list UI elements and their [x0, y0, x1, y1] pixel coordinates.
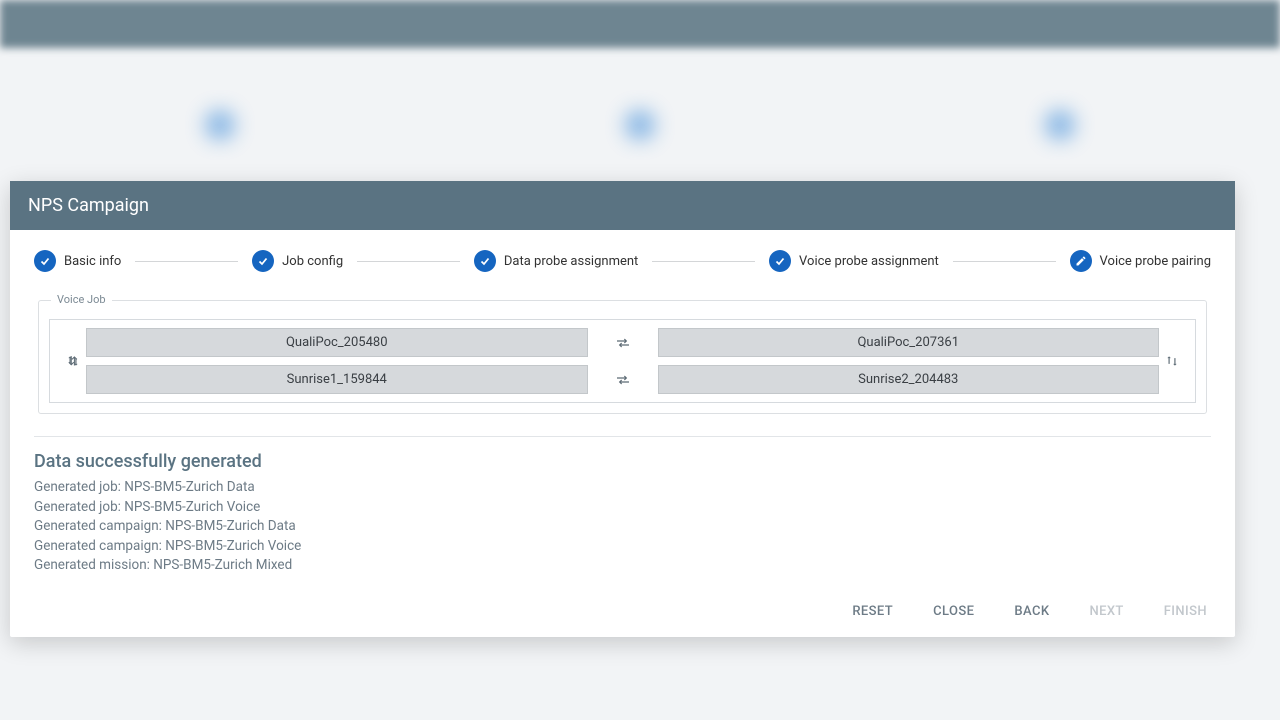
next-button: NEXT: [1089, 604, 1123, 619]
result-block: Data successfully generated Generated jo…: [34, 451, 1211, 576]
result-line: Generated job: NPS-BM5-Zurich Data: [34, 478, 1211, 498]
step-voice-probe-pairing[interactable]: Voice probe pairing: [1070, 250, 1211, 272]
panel-legend: Voice Job: [51, 293, 112, 306]
step-connector: [652, 261, 755, 262]
background-cards: [10, 90, 1270, 160]
background-topbar: [0, 0, 1280, 48]
check-icon: [474, 250, 496, 272]
divider: [34, 436, 1211, 437]
voice-job-panel: Voice Job QualiPoc_205480 Sunrise1_15984…: [38, 300, 1207, 414]
step-data-probe[interactable]: Data probe assignment: [474, 250, 638, 272]
result-line: Generated job: NPS-BM5-Zurich Voice: [34, 498, 1211, 518]
sort-handle-left[interactable]: [60, 328, 86, 394]
step-connector: [953, 261, 1056, 262]
pair-row: QualiPoc_205480 Sunrise1_159844 QualiPoc…: [60, 328, 1185, 394]
modal-title: NPS Campaign: [10, 181, 1235, 230]
check-icon: [252, 250, 274, 272]
edit-icon: [1070, 250, 1092, 272]
check-icon: [34, 250, 56, 272]
reset-button[interactable]: RESET: [852, 604, 893, 619]
action-bar: RESET CLOSE BACK NEXT FINISH: [10, 588, 1235, 637]
swap-icon[interactable]: [588, 374, 658, 386]
step-label: Basic info: [64, 254, 121, 269]
step-job-config[interactable]: Job config: [252, 250, 343, 272]
result-line: Generated mission: NPS-BM5-Zurich Mixed: [34, 556, 1211, 576]
probe-right[interactable]: Sunrise2_204483: [658, 365, 1160, 394]
result-line: Generated campaign: NPS-BM5-Zurich Data: [34, 517, 1211, 537]
probe-right[interactable]: QualiPoc_207361: [658, 328, 1160, 357]
step-voice-probe-assignment[interactable]: Voice probe assignment: [769, 250, 939, 272]
step-connector: [135, 261, 238, 262]
step-label: Voice probe pairing: [1100, 254, 1211, 269]
back-button[interactable]: BACK: [1014, 604, 1049, 619]
campaign-modal: NPS Campaign Basic info Job config: [10, 181, 1235, 637]
result-title: Data successfully generated: [34, 451, 1211, 472]
step-label: Data probe assignment: [504, 254, 638, 269]
finish-button[interactable]: FINISH: [1164, 604, 1207, 619]
sort-handle-right[interactable]: [1159, 328, 1185, 394]
probe-left[interactable]: Sunrise1_159844: [86, 365, 588, 394]
step-label: Job config: [282, 254, 343, 269]
check-icon: [769, 250, 791, 272]
swap-icon[interactable]: [588, 337, 658, 349]
pairing-table: QualiPoc_205480 Sunrise1_159844 QualiPoc…: [49, 319, 1196, 403]
step-basic-info[interactable]: Basic info: [34, 250, 121, 272]
result-line: Generated campaign: NPS-BM5-Zurich Voice: [34, 537, 1211, 557]
step-label: Voice probe assignment: [799, 254, 939, 269]
stepper: Basic info Job config Data probe assignm…: [34, 250, 1211, 272]
close-button[interactable]: CLOSE: [933, 604, 974, 619]
step-connector: [357, 261, 460, 262]
probe-left[interactable]: QualiPoc_205480: [86, 328, 588, 357]
